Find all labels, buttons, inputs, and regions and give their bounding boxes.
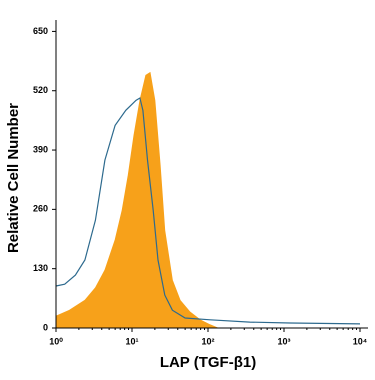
- y-tick-label: 260: [33, 204, 48, 214]
- histogram-outline: [55, 71, 219, 329]
- y-tick-label: 0: [43, 322, 48, 332]
- y-tick-label: 520: [33, 85, 48, 95]
- histogram-line: [55, 97, 361, 325]
- y-tick-label: 130: [33, 263, 48, 273]
- y-tick-label: 390: [33, 144, 48, 154]
- y-axis-label: Relative Cell Number: [5, 103, 22, 253]
- y-tick-label: 650: [33, 26, 48, 36]
- x-axis-label: LAP (TGF-β1): [160, 354, 256, 371]
- x-tick-label: 10⁰: [49, 336, 63, 346]
- area-fill: [56, 72, 218, 328]
- x-tick-label: 10¹: [125, 336, 138, 346]
- x-tick-label: 10³: [277, 336, 290, 346]
- x-tick-label: 10⁴: [353, 336, 367, 346]
- x-tick-label: 10²: [201, 336, 214, 346]
